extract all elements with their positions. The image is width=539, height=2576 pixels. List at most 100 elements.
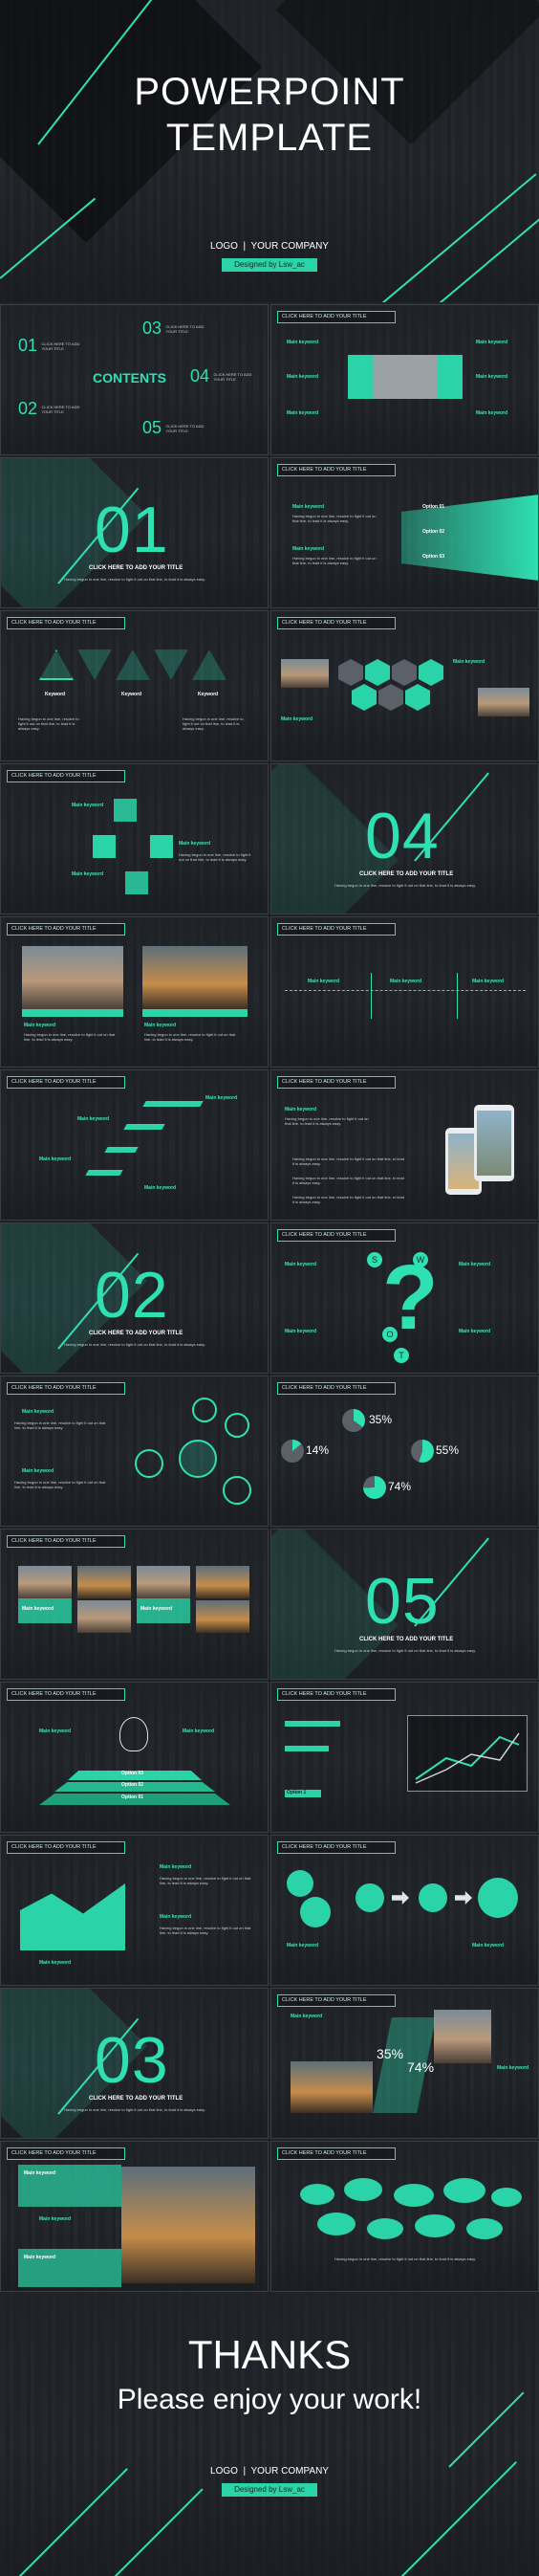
slide-section-01[interactable]: 01 CLICK HERE TO ADD YOUR TITLE Having b…	[0, 457, 269, 608]
teal-box	[125, 871, 148, 894]
slide-slant-bars[interactable]: CLICK HERE TO ADD YOUR TITLE Main keywor…	[0, 1069, 269, 1221]
slide-boxes[interactable]: CLICK HERE TO ADD YOUR TITLE Main keywor…	[0, 763, 269, 914]
keyword-label: Main keyword	[22, 1468, 54, 1474]
option-label: Option 01	[121, 1794, 144, 1800]
pie-chart	[342, 1409, 365, 1432]
slide-header: CLICK HERE TO ADD YOUR TITLE	[277, 1841, 396, 1854]
item-text: CLICK HERE TO ADD YOUR TITLE	[41, 341, 80, 351]
teal-box	[150, 835, 173, 858]
process-circle	[478, 1878, 518, 1918]
slide-section-02[interactable]: 02 CLICK HERE TO ADD YOUR TITLE Having b…	[0, 1222, 269, 1374]
chart-board	[407, 1715, 528, 1792]
slide-handshake[interactable]: CLICK HERE TO ADD YOUR TITLE Main keywor…	[270, 304, 539, 455]
pie-label: 35%	[369, 1413, 393, 1426]
thanks-slide[interactable]: THANKS Please enjoy your work! LOGO | YO…	[0, 2294, 539, 2576]
stat-label: 74%	[407, 2059, 435, 2075]
slide-chart-frame[interactable]: CLICK HERE TO ADD YOUR TITLE Option 1	[270, 1682, 539, 1833]
body-text: Having begun in one line, resolve to fig…	[183, 716, 244, 731]
flow-line	[457, 973, 458, 1019]
slide-clouds[interactable]: CLICK HERE TO ADD YOUR TITLE Having begu…	[270, 2141, 539, 2292]
contents-item-3: 03 CLICK HERE TO ADD YOUR TITLE	[142, 319, 207, 339]
keyword-label: Main keyword	[140, 1606, 173, 1612]
slant-bar	[104, 1147, 139, 1153]
keyword-label: Main keyword	[476, 410, 508, 416]
option-label: Option 03	[121, 1771, 144, 1776]
item-text: CLICK HERE TO ADD YOUR TITLE	[165, 424, 205, 433]
option-label: Option 01	[422, 504, 445, 510]
slide-header: CLICK HERE TO ADD YOUR TITLE	[277, 617, 396, 629]
pie-chart	[363, 1476, 386, 1499]
slide-photo-strip[interactable]: CLICK HERE TO ADD YOUR TITLE Main keywor…	[0, 1529, 269, 1680]
pyramid-step	[68, 1771, 202, 1780]
section-number: 04	[365, 800, 440, 872]
option-label: Option 02	[121, 1782, 144, 1788]
keyword-label: Main keyword	[390, 979, 422, 984]
slide-header: CLICK HERE TO ADD YOUR TITLE	[7, 1382, 125, 1395]
city-backdrop	[1, 1070, 268, 1220]
hexagon	[378, 684, 403, 711]
company-text: YOUR COMPANY	[250, 241, 329, 252]
swot-circle-s: S	[367, 1252, 382, 1267]
body-text: Having begun in one line, resolve to fig…	[292, 1176, 404, 1185]
item-text: CLICK HERE TO ADD YOUR TITLE	[165, 324, 205, 334]
slant-bar	[85, 1170, 123, 1176]
slide-header: CLICK HERE TO ADD YOUR TITLE	[277, 1382, 396, 1395]
slide-bridge[interactable]: CLICK HERE TO ADD YOUR TITLE Main keywor…	[0, 2141, 269, 2292]
swot-letter: W	[416, 1255, 425, 1265]
slide-flow[interactable]: CLICK HERE TO ADD YOUR TITLE Main keywor…	[270, 916, 539, 1068]
thanks-subtitle: Please enjoy your work!	[117, 2384, 422, 2415]
pie-label: 14%	[306, 1443, 330, 1457]
keyword-label: Keyword	[198, 692, 219, 697]
hexagon	[365, 659, 390, 686]
slide-options[interactable]: CLICK HERE TO ADD YOUR TITLE Main keywor…	[270, 457, 539, 608]
photo-bridge	[121, 2167, 255, 2283]
photo-sunset	[142, 946, 248, 1009]
keyword-label: Main keyword	[308, 979, 340, 984]
contents-item-2: 02 CLICK HERE TO ADD YOUR TITLE	[18, 399, 83, 419]
slide-section-03[interactable]: 03 CLICK HERE TO ADD YOUR TITLE Having b…	[0, 1988, 269, 2139]
keyword-label: Main keyword	[287, 374, 319, 380]
process-circle	[300, 1897, 331, 1927]
keyword-label: Keyword	[121, 692, 142, 697]
slide-triangles[interactable]: CLICK HERE TO ADD YOUR TITLE Keyword Key…	[0, 610, 269, 761]
slide-photos[interactable]: CLICK HERE TO ADD YOUR TITLE Main keywor…	[0, 916, 269, 1068]
slide-phones[interactable]: CLICK HERE TO ADD YOUR TITLE Main keywor…	[270, 1069, 539, 1221]
slide-header: CLICK HERE TO ADD YOUR TITLE	[7, 2147, 125, 2160]
thanks-brand-row: LOGO | YOUR COMPANY	[0, 2466, 539, 2477]
separator: |	[243, 2466, 247, 2477]
section-number: 03	[95, 2024, 169, 2097]
slide-section-05[interactable]: 05 CLICK HERE TO ADD YOUR TITLE Having b…	[270, 1529, 539, 1680]
cover-slide[interactable]: POWERPOINT TEMPLATE LOGO | YOUR COMPANY …	[0, 0, 539, 302]
keyword-label: Main keyword	[459, 1262, 491, 1267]
item-text: CLICK HERE TO ADD YOUR TITLE	[213, 372, 252, 382]
slide-hexagons[interactable]: CLICK HERE TO ADD YOUR TITLE Main keywor…	[270, 610, 539, 761]
body-text: Having begun in one line, resolve to fig…	[144, 1032, 236, 1042]
body-text: Having begun in one line, resolve to fig…	[285, 1116, 369, 1126]
slide-pies[interactable]: CLICK HERE TO ADD YOUR TITLE 35% 14% 55%…	[270, 1376, 539, 1527]
slide-bulb[interactable]: CLICK HERE TO ADD YOUR TITLE Option 03 O…	[0, 1682, 269, 1833]
slide-contents[interactable]: CONTENTS 01 CLICK HERE TO ADD YOUR TITLE…	[0, 304, 269, 455]
slide-area[interactable]: CLICK HERE TO ADD YOUR TITLE Main keywor…	[0, 1835, 269, 1986]
slide-network[interactable]: CLICK HERE TO ADD YOUR TITLE Main keywor…	[0, 1376, 269, 1527]
body-text: Having begun in one line, resolve to fig…	[24, 1032, 116, 1042]
pie-label: 74%	[388, 1480, 412, 1493]
slide-process[interactable]: CLICK HERE TO ADD YOUR TITLE Main keywor…	[270, 1835, 539, 1986]
slide-header: CLICK HERE TO ADD YOUR TITLE	[7, 1535, 125, 1548]
swot-circle-o: O	[382, 1327, 398, 1342]
designed-by-badge: Designed by Lsw_ac	[222, 2483, 317, 2497]
swot-letter: S	[371, 1255, 377, 1265]
slide-stat-photos[interactable]: CLICK HERE TO ADD YOUR TITLE 35% 74% Mai…	[270, 1988, 539, 2139]
process-circle	[419, 1883, 447, 1912]
keyword-label: Main keyword	[287, 410, 319, 416]
node-circle	[192, 1398, 217, 1422]
swot-letter: O	[386, 1330, 394, 1339]
slide-header: CLICK HERE TO ADD YOUR TITLE	[277, 1229, 396, 1242]
slide-swot[interactable]: CLICK HERE TO ADD YOUR TITLE ? S W O T M…	[270, 1222, 539, 1374]
slide-section-04[interactable]: 04 CLICK HERE TO ADD YOUR TITLE Having b…	[270, 763, 539, 914]
body-text: Having begun in one line, resolve to fig…	[292, 1156, 404, 1166]
keyword-label: Main keyword	[205, 1095, 238, 1101]
slide-header: CLICK HERE TO ADD YOUR TITLE	[277, 2147, 396, 2160]
section-body: Having begun in one line, resolve to fig…	[64, 1342, 205, 1347]
slide-header: CLICK HERE TO ADD YOUR TITLE	[7, 617, 125, 629]
photo-tile	[478, 688, 529, 716]
